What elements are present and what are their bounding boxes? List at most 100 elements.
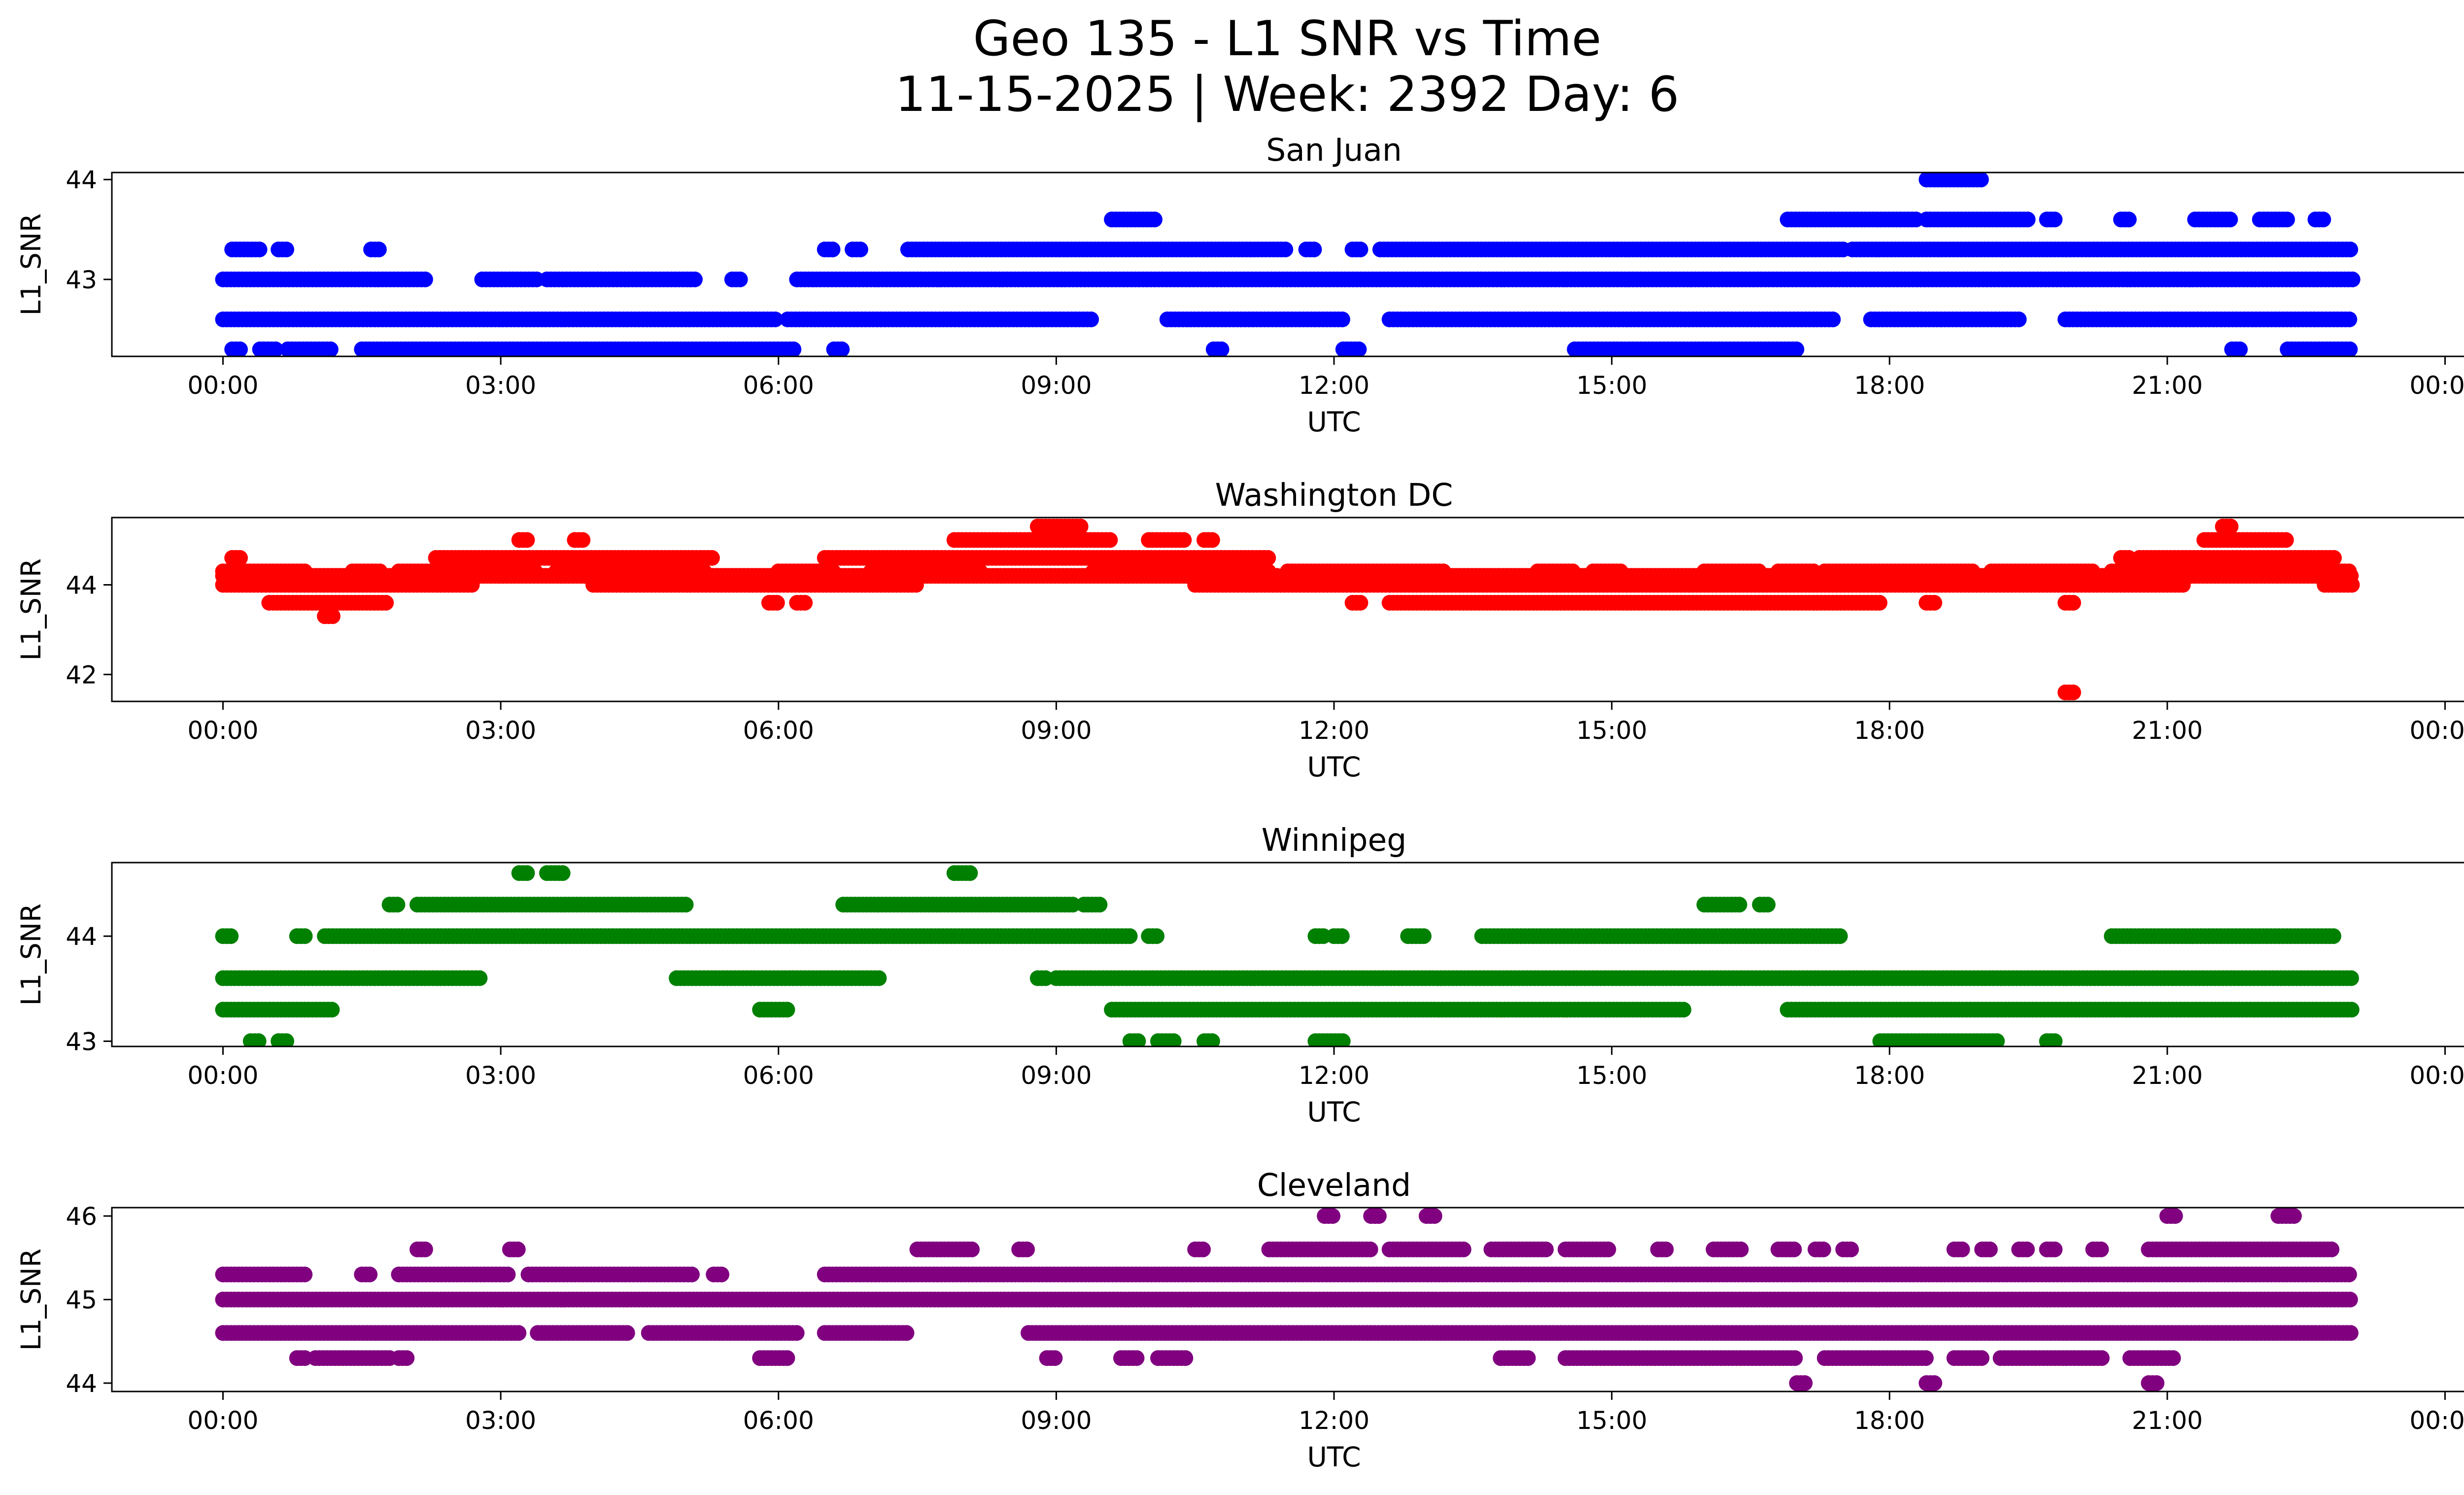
data-point (1825, 312, 1841, 327)
data-point (2343, 1002, 2360, 1018)
data-point (268, 341, 284, 356)
data-point (972, 563, 988, 580)
data-point (223, 928, 239, 944)
data-point (372, 563, 388, 580)
data-point (2011, 312, 2027, 327)
data-point (1149, 928, 1164, 944)
data-point (2343, 970, 2359, 986)
data-point (1676, 1002, 1692, 1018)
data-point (1832, 928, 1848, 944)
x-tick-label: 00:00 (187, 716, 258, 745)
data-point (1415, 928, 1432, 944)
data-point (297, 928, 313, 944)
data-point (389, 897, 406, 913)
data-point (1260, 563, 1276, 580)
x-tick-label: 06:00 (743, 716, 814, 745)
data-point (1351, 341, 1367, 356)
x-tick-label: 12:00 (1299, 371, 1369, 400)
data-point (1260, 550, 1276, 566)
data-point (1176, 532, 1192, 548)
data-point (1565, 563, 1581, 580)
data-point (2223, 519, 2239, 535)
data-point (2232, 341, 2248, 356)
data-point (378, 594, 394, 611)
data-point (1352, 242, 1369, 258)
data-point (1092, 897, 1108, 913)
data-point (1973, 173, 1989, 188)
x-tick-label: 00:00 (187, 371, 258, 400)
data-point (1277, 242, 1294, 258)
data-point (1334, 312, 1350, 327)
data-point (251, 242, 268, 258)
data-point (278, 242, 294, 258)
x-tick-label: 00:00 (2409, 371, 2464, 400)
x-tick-label: 09:00 (1021, 371, 1092, 400)
data-point (2344, 271, 2361, 287)
data-point (1872, 594, 1887, 611)
data-point (2175, 577, 2191, 593)
x-tick-label: 03:00 (465, 371, 536, 400)
data-point (678, 897, 694, 913)
data-point (2326, 550, 2342, 566)
data-point (696, 563, 712, 580)
y-tick-label: 42 (66, 661, 97, 689)
data-point (2315, 211, 2331, 228)
data-point (786, 341, 802, 356)
data-point (1064, 897, 1081, 913)
x-axis-label-washington-dc: UTC (1307, 751, 1361, 783)
data-point (1122, 928, 1138, 944)
data-point (1435, 563, 1451, 580)
data-point (2019, 211, 2036, 228)
subplot-title-washington-dc: Washington DC (1215, 477, 1453, 513)
data-point (2047, 211, 2063, 228)
data-point (824, 242, 841, 258)
data-point (2279, 211, 2295, 228)
data-point (232, 550, 248, 566)
data-point (2342, 341, 2358, 356)
data-point (1788, 341, 1805, 356)
data-point (1083, 312, 1099, 327)
x-tick-label: 09:00 (1021, 716, 1092, 745)
data-point (322, 341, 339, 356)
x-tick-label: 21:00 (2132, 371, 2203, 400)
y-axis-label-san-juan: L1_SNR (15, 213, 47, 315)
data-point (464, 577, 480, 593)
data-point (962, 865, 978, 881)
y-tick-label: 44 (66, 571, 97, 599)
data-point (2222, 211, 2238, 228)
data-point (852, 242, 868, 258)
data-point (1334, 928, 1350, 944)
data-point (250, 1033, 267, 1046)
scatter-points-washington-dc (215, 519, 2360, 700)
data-point (686, 271, 703, 287)
data-point (519, 865, 535, 881)
y-tick-label: 43 (66, 266, 97, 294)
x-tick-label: 18:00 (1854, 371, 1925, 400)
data-point (1751, 563, 1767, 580)
data-point (232, 341, 248, 356)
data-point (2085, 563, 2101, 580)
data-point (371, 242, 387, 258)
data-point (1926, 594, 1943, 611)
x-tick-label: 15:00 (1576, 716, 1647, 745)
figure-title-line-2: 11-15-2025 | Week: 2392 Day: 6 (895, 67, 1679, 123)
y-tick-label: 44 (66, 166, 97, 194)
data-point (1731, 897, 1747, 913)
x-tick-label: 06:00 (743, 371, 814, 400)
data-point (1213, 341, 1230, 356)
data-point (732, 271, 748, 287)
data-point (704, 550, 720, 566)
data-point (472, 970, 488, 986)
data-point (1146, 211, 1163, 228)
x-axis-label-san-juan: UTC (1307, 406, 1361, 438)
subplot-title-san-juan: San Juan (1266, 132, 1402, 168)
x-tick-label: 21:00 (2132, 716, 2203, 745)
data-point (527, 563, 543, 580)
data-point (767, 312, 783, 327)
data-point (2065, 594, 2081, 611)
data-point (2326, 928, 2341, 944)
data-point (797, 594, 813, 611)
